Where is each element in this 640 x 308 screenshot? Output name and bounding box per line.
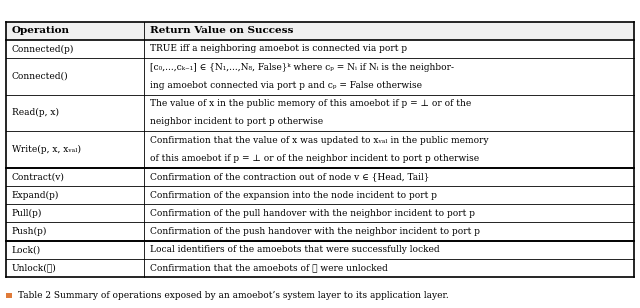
Text: Confirmation of the pull handover with the neighbor incident to port p: Confirmation of the pull handover with t… — [150, 209, 474, 218]
Text: Local identifiers of the amoebots that were successfully locked: Local identifiers of the amoebots that w… — [150, 245, 439, 254]
Text: neighbor incident to port p otherwise: neighbor incident to port p otherwise — [150, 117, 323, 127]
Text: Unlock(ℒ): Unlock(ℒ) — [12, 264, 56, 273]
Bar — [6, 22, 634, 40]
Text: Contract(v): Contract(v) — [12, 172, 65, 181]
Text: Operation: Operation — [12, 26, 70, 35]
Text: Write(p, x, xᵥₐₗ): Write(p, x, xᵥₐₗ) — [12, 145, 81, 154]
Text: Expand(p): Expand(p) — [12, 190, 59, 200]
Text: Connected(p): Connected(p) — [12, 44, 74, 54]
Bar — [6, 40, 634, 58]
Text: Pull(p): Pull(p) — [12, 209, 42, 218]
Text: TRUE iff a neighboring amoebot is connected via port p: TRUE iff a neighboring amoebot is connec… — [150, 44, 406, 54]
Text: The value of x in the public memory of this amoebot if p = ⊥ or of the: The value of x in the public memory of t… — [150, 99, 471, 108]
Bar — [6, 204, 634, 222]
Text: Return Value on Success: Return Value on Success — [150, 26, 293, 35]
Bar — [6, 293, 12, 298]
Text: Confirmation that the value of x was updated to xᵥₐₗ in the public memory: Confirmation that the value of x was upd… — [150, 136, 488, 145]
Text: Confirmation of the contraction out of node v ∈ {Head, Tail}: Confirmation of the contraction out of n… — [150, 172, 429, 181]
Text: Connected(): Connected() — [12, 72, 68, 81]
Bar — [6, 241, 634, 259]
Text: ing amoebot connected via port p and cₚ = False otherwise: ing amoebot connected via port p and cₚ … — [150, 81, 422, 90]
Bar — [6, 58, 634, 95]
Text: Read(p, x): Read(p, x) — [12, 108, 58, 117]
Text: Confirmation of the push handover with the neighbor incident to port p: Confirmation of the push handover with t… — [150, 227, 479, 236]
Bar — [6, 95, 634, 131]
Text: Push(p): Push(p) — [12, 227, 47, 236]
Text: Table 2 Summary of operations exposed by an amoebot’s system layer to its applic: Table 2 Summary of operations exposed by… — [19, 291, 449, 300]
Text: Confirmation that the amoebots of ℒ were unlocked: Confirmation that the amoebots of ℒ were… — [150, 264, 387, 273]
Bar — [6, 259, 634, 277]
Bar — [6, 222, 634, 241]
Text: Lock(): Lock() — [12, 245, 41, 254]
Bar — [6, 186, 634, 204]
Bar — [6, 168, 634, 186]
Text: [c₀,...,cₖ₋₁] ∈ {N₁,...,N₈, False}ᵏ where cₚ = Nᵢ if Nᵢ is the neighbor-: [c₀,...,cₖ₋₁] ∈ {N₁,...,N₈, False}ᵏ wher… — [150, 63, 454, 72]
Text: Confirmation of the expansion into the node incident to port p: Confirmation of the expansion into the n… — [150, 191, 436, 200]
Bar — [6, 131, 634, 168]
Text: of this amoebot if p = ⊥ or of the neighbor incident to port p otherwise: of this amoebot if p = ⊥ or of the neigh… — [150, 154, 479, 163]
